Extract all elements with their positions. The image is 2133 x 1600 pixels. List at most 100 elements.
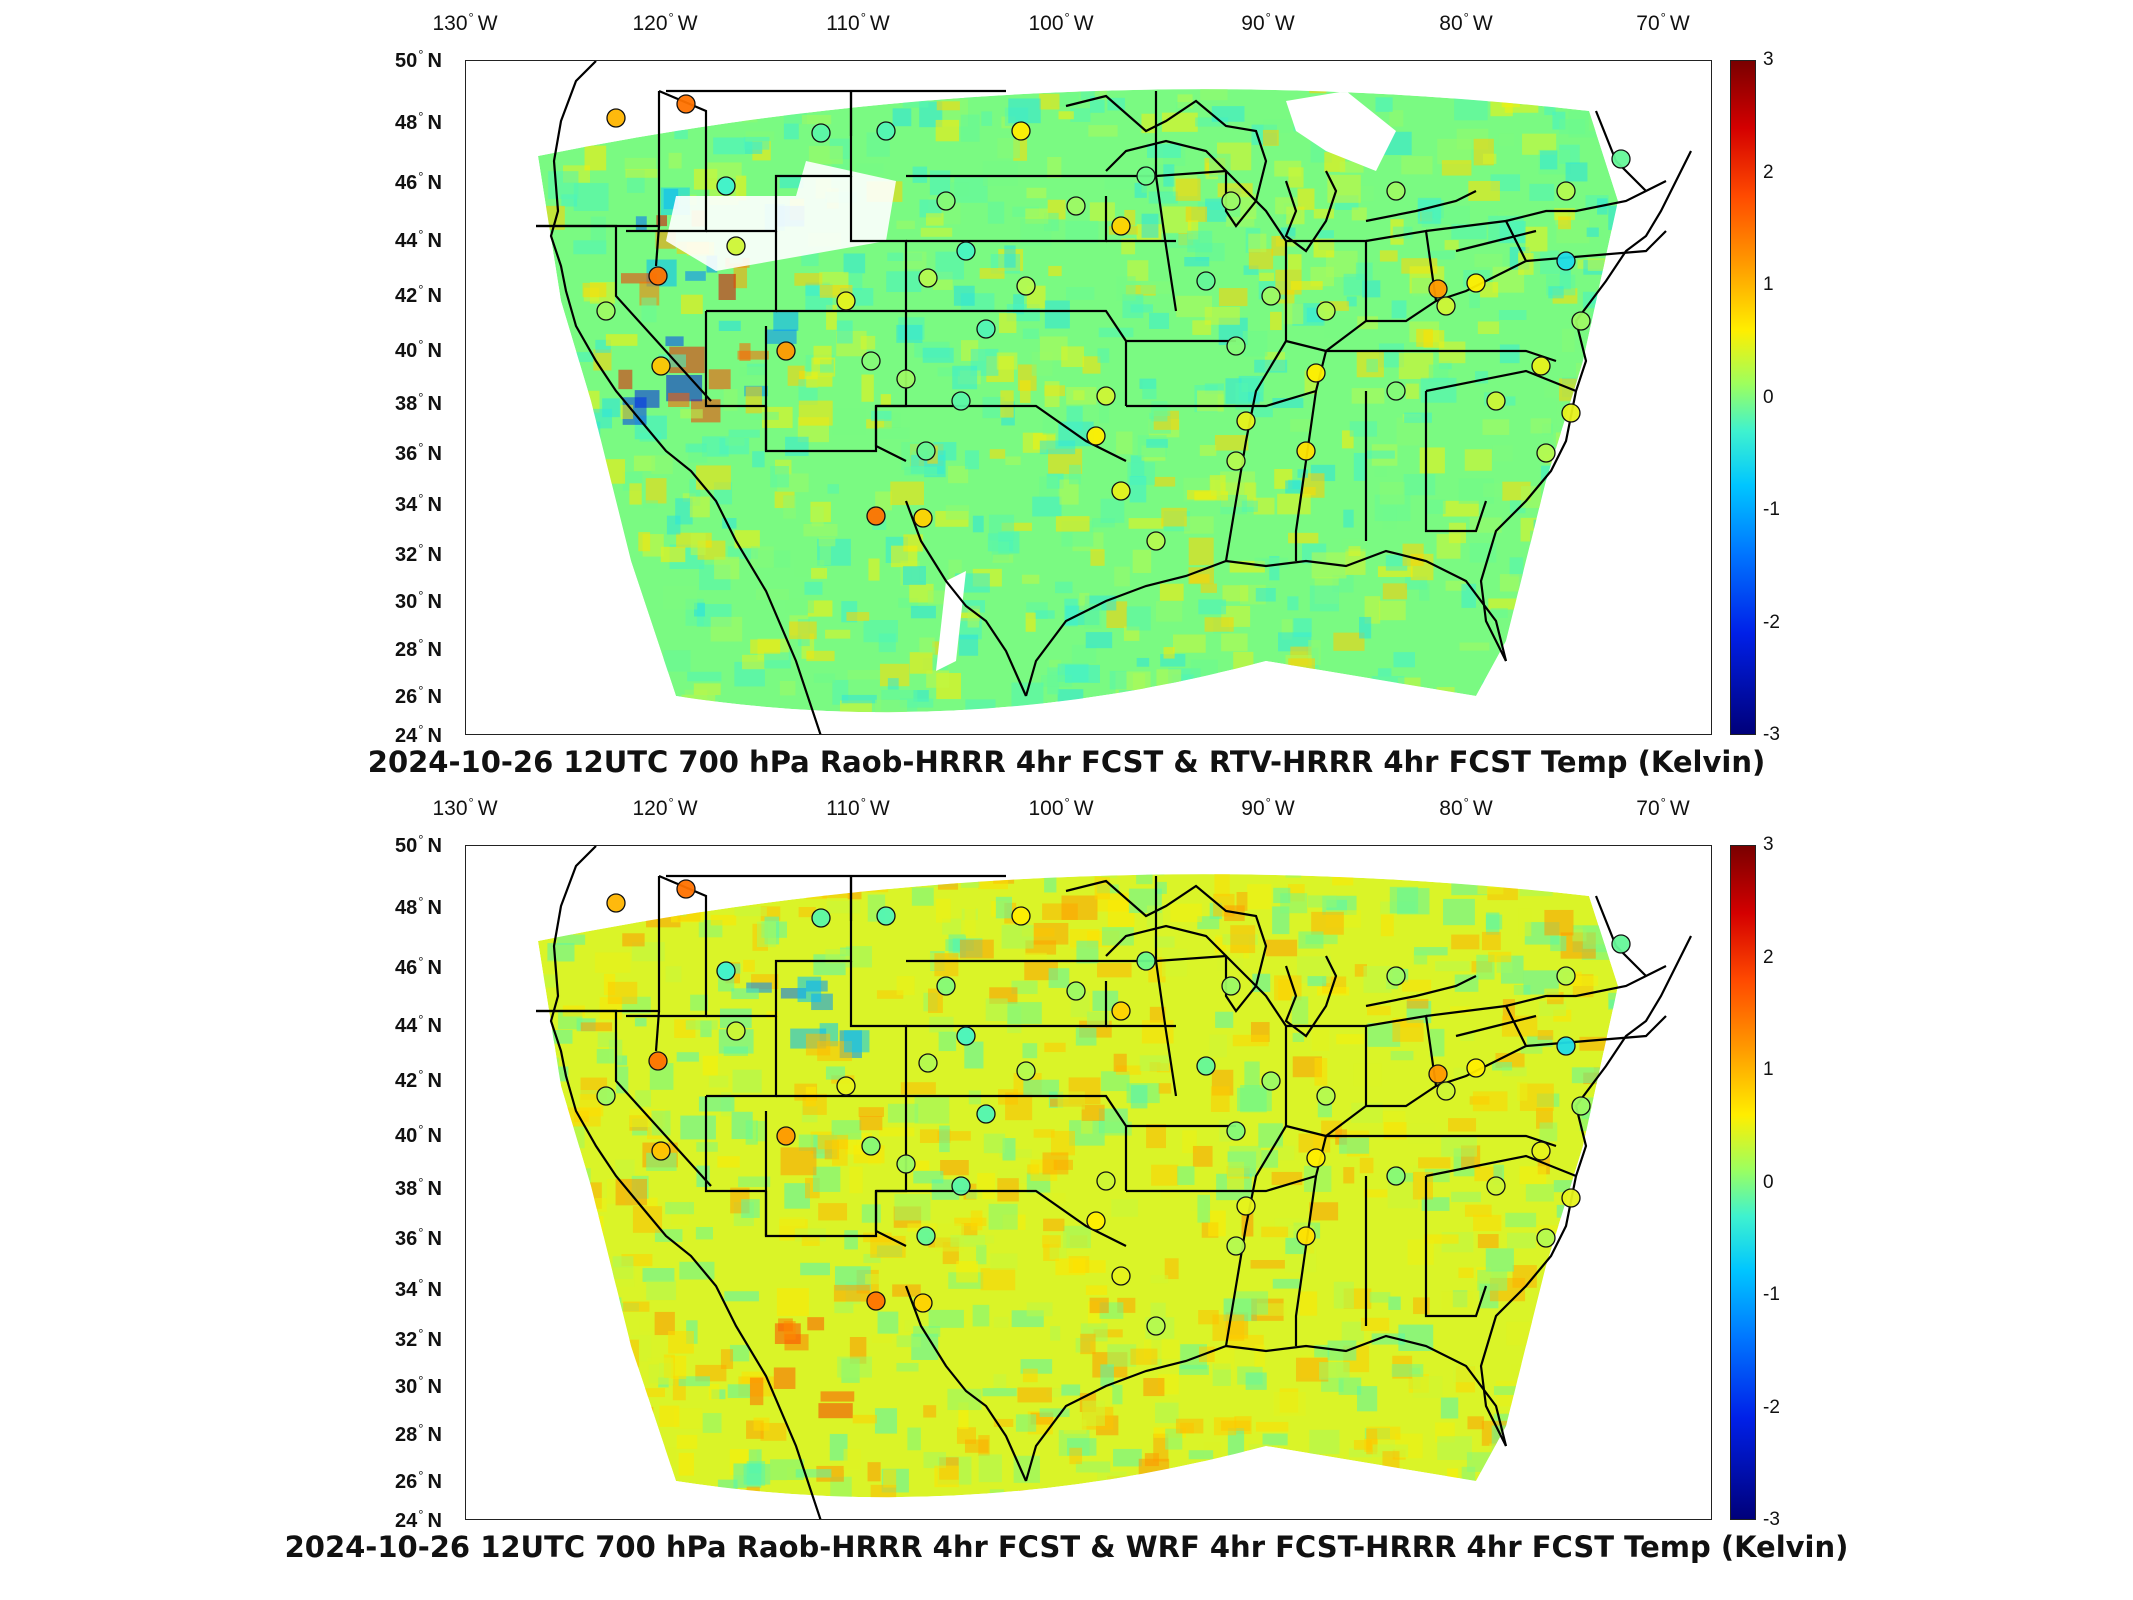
raob-station-marker xyxy=(1196,271,1216,291)
boundary-line xyxy=(1224,340,1287,562)
raob-station-marker xyxy=(1386,1166,1406,1186)
colorbar-tick-label: -2 xyxy=(1763,611,1780,633)
latitude-tick-label: 46° N xyxy=(395,954,442,979)
raob-station-marker xyxy=(1011,906,1031,926)
raob-station-marker xyxy=(976,1104,996,1124)
colorbar-tick-label: 0 xyxy=(1763,386,1774,408)
latitude-tick-label: 44° N xyxy=(395,227,442,252)
raob-station-marker xyxy=(651,1141,671,1161)
raob-station-marker xyxy=(1561,403,1581,423)
latitude-tick-label: 36° N xyxy=(395,440,442,465)
boundary-line xyxy=(1024,549,1508,697)
latitude-tick-label: 30° N xyxy=(395,588,442,613)
raob-station-marker xyxy=(1066,196,1086,216)
map-frame xyxy=(465,845,1712,1520)
boundary-line xyxy=(654,1010,661,1052)
boundary-line xyxy=(1126,389,1317,408)
boundary-line xyxy=(1424,391,1488,533)
raob-station-marker xyxy=(1086,426,1106,446)
raob-station-marker xyxy=(676,879,696,899)
latitude-tick-label: 48° N xyxy=(395,109,442,134)
raob-station-marker xyxy=(1486,391,1506,411)
latitude-tick-label: 24° N xyxy=(395,722,442,747)
latitude-tick-label: 32° N xyxy=(395,1326,442,1351)
raob-station-marker xyxy=(1226,1236,1246,1256)
raob-station-marker xyxy=(1226,451,1246,471)
raob-station-marker xyxy=(1386,181,1406,201)
longitude-tick-label: 120° W xyxy=(632,795,698,820)
latitude-tick-label: 28° N xyxy=(395,1421,442,1446)
raob-station-marker xyxy=(1236,1196,1256,1216)
colorbar-tick-label: -3 xyxy=(1763,724,1780,745)
raob-station-marker xyxy=(596,301,616,321)
raob-station-marker xyxy=(918,268,938,288)
raob-station-marker xyxy=(1096,1171,1116,1191)
raob-station-marker xyxy=(951,1176,971,1196)
raob-station-marker xyxy=(1111,1266,1131,1286)
raob-station-marker xyxy=(596,1086,616,1106)
colorbar-tick-label: 1 xyxy=(1763,274,1774,295)
raob-station-marker xyxy=(726,236,746,256)
boundary-line xyxy=(1284,955,1338,1038)
boundary-line xyxy=(904,500,1028,697)
raob-station-marker xyxy=(776,1126,796,1146)
longitude-tick-label: 80° W xyxy=(1439,10,1493,35)
colorbar xyxy=(1730,60,1756,735)
raob-station-marker xyxy=(1571,311,1591,331)
raob-station-marker xyxy=(606,108,626,128)
latitude-tick-label: 36° N xyxy=(395,1225,442,1250)
raob-station-marker xyxy=(866,1291,886,1311)
raob-station-marker xyxy=(726,1021,746,1041)
temperature-difference-map xyxy=(536,61,1692,734)
longitude-tick-label: 100° W xyxy=(1028,795,1094,820)
raob-station-marker xyxy=(1531,356,1551,376)
raob-station-marker xyxy=(876,121,896,141)
raob-station-marker xyxy=(1226,1121,1246,1141)
raob-station-marker xyxy=(1486,1176,1506,1196)
raob-station-marker xyxy=(1466,273,1486,293)
colorbar-tick-label: -1 xyxy=(1763,1284,1780,1305)
colorbar-tick-label: 1 xyxy=(1763,1059,1774,1080)
raob-station-marker xyxy=(1428,279,1448,299)
latitude-tick-label: 42° N xyxy=(395,282,442,307)
raob-station-marker xyxy=(861,1136,881,1156)
boundary-line xyxy=(1126,1174,1317,1193)
raob-station-marker xyxy=(861,351,881,371)
longitude-tick-label: 80° W xyxy=(1439,795,1493,820)
raob-station-marker xyxy=(1221,976,1241,996)
raob-station-marker xyxy=(1261,1071,1281,1091)
raob-station-marker xyxy=(956,1026,976,1046)
boundary-line xyxy=(536,224,712,402)
raob-station-marker xyxy=(1221,191,1241,211)
boundary-line xyxy=(706,136,853,233)
boundary-line xyxy=(1365,190,1477,223)
latitude-tick-label: 44° N xyxy=(395,1012,442,1037)
longitude-tick-label: 90° W xyxy=(1241,10,1295,35)
raob-station-marker xyxy=(1556,966,1576,986)
raob-station-marker xyxy=(1196,1056,1216,1076)
boundary-line xyxy=(1425,1154,1577,1178)
latitude-tick-label: 48° N xyxy=(395,894,442,919)
raob-station-marker xyxy=(1466,1058,1486,1078)
map-frame xyxy=(465,60,1712,735)
longitude-tick-label: 90° W xyxy=(1241,795,1295,820)
raob-station-marker xyxy=(1296,1226,1316,1246)
longitude-tick-label: 110° W xyxy=(826,795,890,820)
boundary-line xyxy=(1284,170,1338,253)
boundary-line xyxy=(706,921,853,1018)
map-panel-bottom: 130° W 120° W 110° W 100° W 90° W 80° W 70° W 50° N 48°… xyxy=(0,785,2133,1585)
colorbar-tick-label: -2 xyxy=(1763,1396,1780,1418)
latitude-tick-label: 40° N xyxy=(395,1122,442,1147)
latitude-tick-label: 32° N xyxy=(395,541,442,566)
raob-station-marker xyxy=(936,191,956,211)
raob-station-marker xyxy=(1436,1081,1456,1101)
raob-station-marker xyxy=(716,961,736,981)
boundary-line xyxy=(1326,1134,1557,1148)
boundary-line xyxy=(1365,975,1477,1008)
colorbar-tick-label: 2 xyxy=(1763,161,1774,183)
raob-station-marker xyxy=(1111,216,1131,236)
longitude-tick-label: 130° W xyxy=(432,10,498,35)
map-panel-top: 130° W 120° W 110° W 100° W 90° W 80° W 70° W 50° N 48°… xyxy=(368,10,1780,779)
longitude-tick-label: 130° W xyxy=(432,795,498,820)
raob-station-marker xyxy=(1536,443,1556,463)
